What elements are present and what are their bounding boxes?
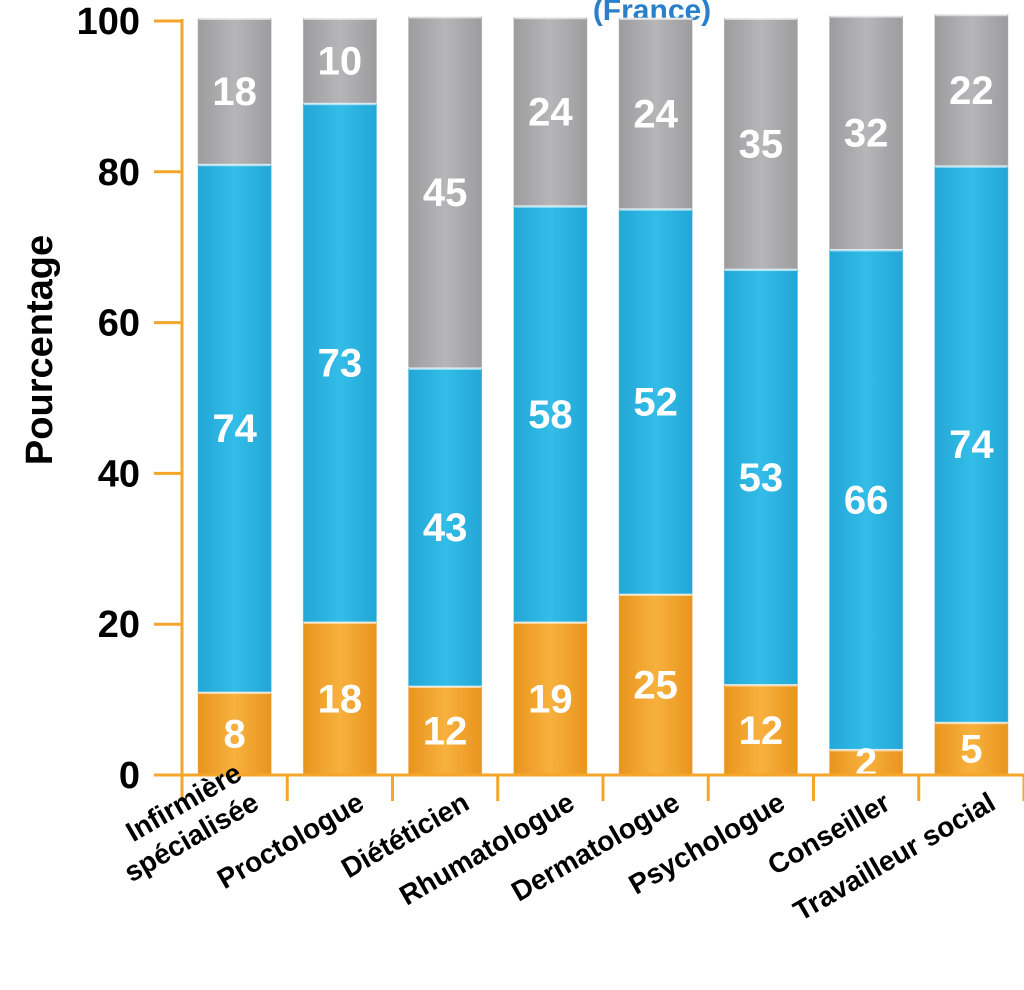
bar-segment-s1-c6 [828,248,904,750]
data-label-s2-c7: 22 [949,69,994,113]
bar-highlight-s0-c7 [935,722,1008,725]
bar-highlight-s1-c6 [830,249,903,252]
bar-highlight-s0-c2 [409,686,482,689]
data-label-s0-c6: 2 [855,741,877,785]
data-label-s1-c0: 74 [212,407,257,451]
bar-highlight-s1-c1 [303,103,376,106]
data-label-s0-c1: 18 [318,677,363,721]
bar-segment-s0-c6 [828,748,904,776]
data-label-s1-c6: 66 [844,478,889,522]
data-label-s1-c7: 74 [949,423,994,467]
bar-highlight-s1-c3 [514,205,587,208]
data-label-s0-c3: 19 [528,677,573,721]
y-tick-label-60: 60 [98,303,140,345]
bar-highlight-s2-c5 [724,17,797,20]
bar-highlight-s1-c2 [409,367,482,370]
bar-highlight-s1-c7 [935,165,1008,168]
bar-highlight-s2-c2 [409,16,482,19]
data-label-s2-c3: 24 [528,90,573,134]
bar-highlight-s0-c0 [198,692,271,695]
bar-segment-s1-c5 [723,268,799,686]
bars-layer [197,13,1009,776]
data-label-s0-c2: 12 [423,710,468,754]
bar-highlight-s2-c3 [514,17,587,20]
bar-segment-s0-c1 [302,621,378,776]
y-tick-label-80: 80 [98,152,140,194]
data-label-s2-c5: 35 [739,123,784,167]
bar-highlight-s0-c4 [619,594,692,597]
x-category-label-3: Rhumatologue [394,786,579,911]
bar-segment-s2-c1 [302,17,378,104]
bar-segment-s2-c7 [933,13,1009,167]
data-label-s1-c2: 43 [423,506,468,550]
bar-highlight-s2-c4 [619,17,692,20]
data-label-s1-c3: 58 [528,393,573,437]
data-label-s1-c1: 73 [318,342,363,386]
bar-highlight-s0-c5 [724,684,797,687]
bar-segment-s2-c0 [197,17,273,165]
data-label-s2-c2: 45 [423,171,468,215]
data-label-s2-c4: 24 [633,92,678,136]
data-labels-layer: 8 74 18 18 73 10 12 43 45 19 58 24 25 52 24 12 53 35 2 66 32… [212,40,994,786]
bar-highlight-s2-c0 [198,17,271,20]
data-label-s0-c7: 5 [960,728,982,772]
bar-segment-s1-c1 [302,102,378,623]
data-label-s2-c1: 10 [318,40,363,84]
data-label-s0-c5: 12 [739,709,784,753]
bar-highlight-s0-c6 [830,749,903,752]
data-label-s1-c4: 52 [633,380,678,424]
data-label-s1-c5: 53 [739,456,784,500]
y-tick-label-40: 40 [98,453,140,495]
bar-highlight-s1-c0 [198,164,271,167]
bar-highlight-s0-c3 [514,621,587,624]
y-tick-label-100: 100 [77,1,140,43]
bar-highlight-s2-c7 [935,14,1008,17]
bar-segment-s2-c3 [512,16,588,207]
y-axis-title: Pourcentage [19,235,61,465]
bar-segment-s0-c0 [197,691,273,776]
y-tick-label-0: 0 [119,755,140,797]
bar-segment-s2-c2 [407,15,483,369]
bar-segment-s0-c7 [933,721,1009,776]
data-label-s2-c0: 18 [212,70,257,114]
bar-segment-s2-c6 [828,15,904,250]
bar-segment-s2-c5 [723,17,799,270]
y-tick-label-20: 20 [98,604,140,646]
bar-segment-s0-c2 [407,685,483,776]
bar-segment-s1-c4 [618,208,694,595]
bar-segment-s0-c4 [618,593,694,776]
bar-segment-s0-c3 [512,621,588,776]
bar-highlight-s2-c1 [303,17,376,20]
bar-highlight-s1-c4 [619,208,692,211]
bar-segment-s1-c0 [197,163,273,693]
bar-highlight-s0-c1 [303,621,376,624]
bar-highlight-s2-c6 [830,15,903,18]
data-label-s2-c6: 32 [844,112,889,156]
bar-segment-s2-c4 [618,17,694,210]
bar-segment-s1-c2 [407,367,483,687]
data-label-s0-c4: 25 [633,664,678,708]
data-label-s0-c0: 8 [224,713,246,757]
bar-highlight-s1-c5 [724,269,797,272]
bar-segment-s1-c3 [512,205,588,623]
